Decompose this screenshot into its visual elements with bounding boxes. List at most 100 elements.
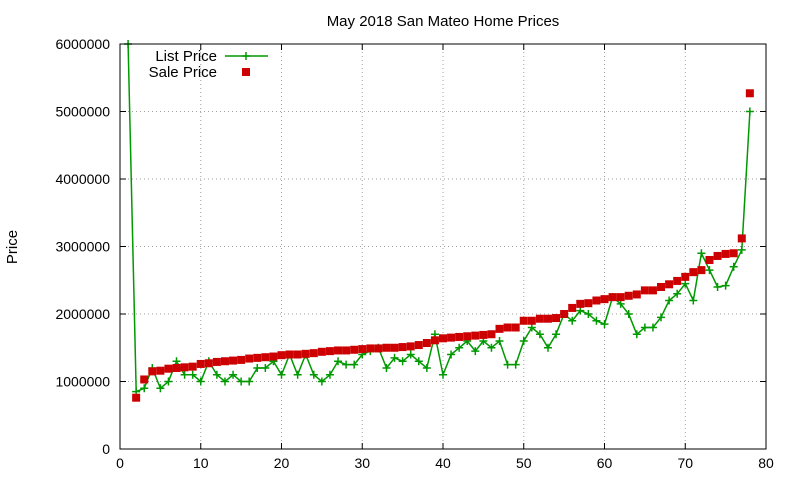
sale-price-point: [560, 310, 569, 318]
sale-price-point: [447, 333, 456, 342]
sale-price-point: [301, 349, 310, 358]
list-price-point: [543, 343, 552, 352]
list-price-point: [592, 316, 601, 325]
sale-price-point: [527, 316, 536, 325]
list-price-point: [665, 296, 674, 305]
list-price-point: [220, 377, 229, 386]
sale-price-point: [697, 266, 706, 275]
list-price-point: [487, 343, 496, 352]
list-price-point: [229, 370, 238, 379]
x-tick-label: 30: [354, 455, 370, 471]
sale-price-point: [398, 343, 407, 352]
list-price-point: [519, 337, 528, 345]
list-price-point: [648, 323, 657, 332]
legend-symbol-list-price: [225, 52, 268, 60]
list-price-point: [196, 377, 205, 386]
list-price-point: [616, 299, 625, 308]
legend: List Price Sale Price: [149, 48, 268, 81]
list-price-point: [277, 370, 286, 379]
sale-price-point: [568, 303, 577, 312]
list-price-point: [422, 364, 431, 372]
sale-price-point: [132, 393, 141, 402]
y-tick-label: 4000000: [55, 171, 110, 187]
list-price-point: [140, 384, 149, 393]
sale-price-point: [212, 357, 221, 366]
plot-frame: [119, 43, 767, 450]
list-price-point: [745, 107, 754, 116]
sale-price-point: [293, 350, 302, 359]
legend-symbol-sale-price: [242, 68, 250, 76]
legend-label-list-price: List Price: [155, 48, 217, 65]
list-price-point: [237, 377, 246, 386]
list-price-point: [172, 357, 181, 366]
sale-price-point: [737, 234, 746, 243]
list-price-point: [673, 289, 682, 298]
sale-price-point: [430, 336, 439, 345]
sale-price-point: [455, 332, 464, 341]
sale-price-point: [422, 339, 431, 348]
sale-price-point: [325, 347, 334, 356]
sale-price-point: [511, 323, 520, 332]
list-price-point: [495, 337, 504, 345]
list-price-point: [640, 323, 649, 332]
y-tick-label: 1000000: [55, 374, 110, 390]
list-price-point: [471, 347, 480, 356]
sale-price-point: [713, 251, 722, 260]
y-tick-label: 5000000: [55, 104, 110, 120]
list-price-point: [382, 364, 391, 372]
sale-price-point: [156, 366, 165, 375]
sale-price-point: [705, 256, 714, 264]
sale-price-point: [285, 350, 294, 359]
list-price-point: [600, 320, 609, 329]
sale-price-point: [624, 291, 633, 300]
list-price-point: [439, 370, 447, 379]
sale-price-point: [382, 343, 391, 352]
list-price-point: [180, 370, 189, 379]
list-price-point: [293, 370, 302, 379]
sale-price-point: [334, 346, 343, 355]
list-price-point: [552, 330, 561, 339]
list-price-point: [334, 357, 343, 366]
list-price-point: [737, 245, 746, 254]
sale-price-point: [503, 323, 512, 332]
axis-ticks: 0 10 20 30 40 50 60 70 80 0 1000000 2000000 3000000 4…: [55, 36, 774, 471]
x-tick-label: 60: [597, 455, 613, 471]
list-price-point: [697, 249, 706, 258]
list-price-point: [576, 306, 585, 315]
sale-price-point: [196, 359, 205, 368]
list-price-point: [164, 377, 173, 386]
sale-price-point: [172, 364, 181, 372]
list-price-point: [398, 357, 407, 366]
sale-price-point: [689, 268, 698, 277]
sale-price-point: [673, 276, 682, 285]
list-price-point: [632, 330, 641, 339]
sale-price-point: [519, 316, 528, 325]
sale-price-point: [358, 345, 367, 354]
y-axis-label: Price: [4, 230, 21, 264]
sale-price-point: [237, 355, 246, 364]
chart-title: May 2018 San Mateo Home Prices: [327, 13, 560, 30]
x-tick-label: 0: [116, 455, 124, 471]
sale-price-point: [592, 296, 601, 305]
sale-price-point: [729, 249, 738, 258]
x-tick-label: 70: [677, 455, 693, 471]
sale-price-point: [220, 357, 229, 366]
list-price-point: [342, 360, 351, 369]
sale-price-point: [140, 375, 149, 384]
sale-price-point: [600, 295, 609, 304]
x-tick-label: 10: [193, 455, 209, 471]
sale-price-point: [721, 249, 730, 258]
sale-price-point: [366, 344, 375, 353]
y-tick-label: 0: [102, 441, 110, 457]
list-price-point: [325, 370, 334, 379]
y-tick-label: 6000000: [55, 36, 110, 52]
sale-price-point: [463, 332, 472, 341]
list-price-point: [568, 316, 577, 325]
sale-price-point: [148, 367, 157, 376]
sale-price-point: [495, 324, 504, 333]
x-tick-label: 40: [435, 455, 451, 471]
sale-price-point: [261, 353, 270, 362]
list-price-point: [624, 310, 633, 318]
list-price-point: [156, 384, 165, 393]
list-price-point: [317, 377, 326, 386]
